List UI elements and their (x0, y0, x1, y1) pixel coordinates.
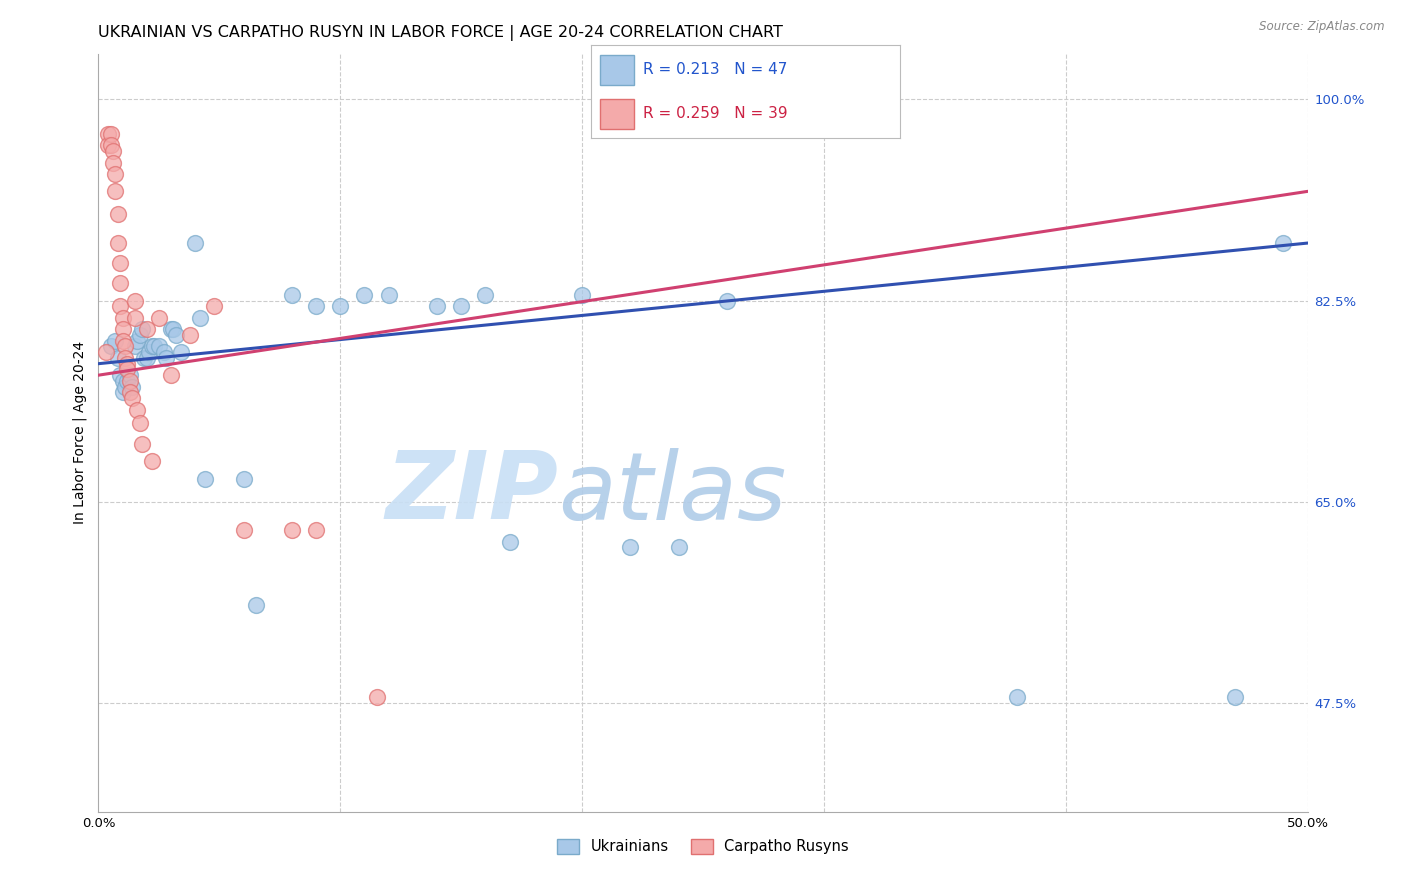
Point (498, 534, 520, 549)
Point (118, 374, 141, 388)
Point (100, 127, 122, 141)
FancyBboxPatch shape (600, 99, 634, 129)
Point (104, 334, 127, 348)
Y-axis label: In Labor Force | Age 20-24: In Labor Force | Age 20-24 (73, 341, 87, 524)
Point (366, 690, 388, 704)
Point (111, 374, 134, 388)
Point (474, 287, 496, 301)
Point (141, 339, 163, 353)
Point (141, 454, 163, 468)
Point (188, 310, 211, 325)
Point (124, 310, 146, 325)
Point (97, 138, 120, 153)
Point (111, 322, 134, 336)
Point (1007, 690, 1029, 704)
Point (148, 339, 170, 353)
Text: atlas: atlas (558, 448, 786, 539)
Point (135, 351, 157, 365)
Point (100, 138, 122, 153)
Point (108, 299, 131, 313)
Point (108, 277, 131, 291)
Point (124, 339, 146, 353)
Point (94, 345, 117, 359)
Point (165, 328, 187, 343)
Point (179, 328, 201, 343)
Point (135, 322, 157, 336)
Point (114, 339, 136, 353)
Point (668, 541, 690, 555)
Point (143, 339, 166, 353)
Point (426, 299, 449, 313)
FancyBboxPatch shape (600, 55, 634, 85)
Point (281, 523, 304, 537)
Point (118, 385, 141, 400)
Point (118, 368, 141, 383)
Point (117, 362, 139, 376)
Point (329, 299, 352, 313)
Point (104, 185, 127, 199)
Point (148, 310, 170, 325)
Text: UKRAINIAN VS CARPATHO RUSYN IN LABOR FORCE | AGE 20-24 CORRELATION CHART: UKRAINIAN VS CARPATHO RUSYN IN LABOR FOR… (98, 25, 783, 41)
Point (160, 368, 183, 383)
Point (117, 357, 139, 371)
Point (108, 368, 131, 383)
Point (716, 293, 738, 308)
Point (232, 523, 254, 537)
Point (245, 598, 267, 612)
Point (1223, 690, 1246, 704)
Point (97, 127, 120, 141)
Point (450, 299, 472, 313)
Point (377, 287, 399, 301)
Point (114, 379, 136, 393)
Point (108, 255, 131, 269)
Point (155, 351, 177, 365)
Text: Source: ZipAtlas.com: Source: ZipAtlas.com (1260, 20, 1385, 33)
Point (571, 287, 593, 301)
Point (281, 287, 304, 301)
Point (107, 236, 129, 251)
Point (1272, 236, 1295, 251)
Point (152, 345, 174, 359)
Point (117, 374, 139, 388)
Point (204, 299, 226, 313)
Point (127, 334, 149, 348)
Point (111, 334, 134, 348)
Point (184, 236, 207, 251)
Point (101, 155, 124, 169)
Point (353, 287, 375, 301)
Point (619, 541, 641, 555)
Point (162, 322, 184, 336)
Point (305, 523, 328, 537)
Point (169, 345, 191, 359)
Point (131, 322, 153, 336)
Text: ZIP: ZIP (385, 447, 558, 540)
Point (124, 293, 146, 308)
Point (101, 144, 124, 158)
Point (127, 402, 149, 417)
Point (305, 299, 328, 313)
Point (232, 472, 254, 486)
Legend: Ukrainians, Carpatho Rusyns: Ukrainians, Carpatho Rusyns (550, 831, 856, 862)
Point (107, 351, 129, 365)
Point (111, 385, 134, 400)
Point (128, 417, 150, 431)
Text: R = 0.259   N = 39: R = 0.259 N = 39 (643, 106, 787, 121)
Point (131, 437, 153, 451)
Point (160, 322, 183, 336)
Point (121, 391, 143, 405)
Point (104, 167, 127, 181)
Point (194, 472, 217, 486)
Text: R = 0.213   N = 47: R = 0.213 N = 47 (643, 62, 787, 78)
Point (134, 351, 156, 365)
Point (138, 345, 160, 359)
Point (111, 310, 134, 325)
Point (107, 207, 129, 221)
Point (100, 339, 122, 353)
Point (128, 328, 150, 343)
Point (121, 379, 143, 393)
Point (114, 351, 136, 365)
